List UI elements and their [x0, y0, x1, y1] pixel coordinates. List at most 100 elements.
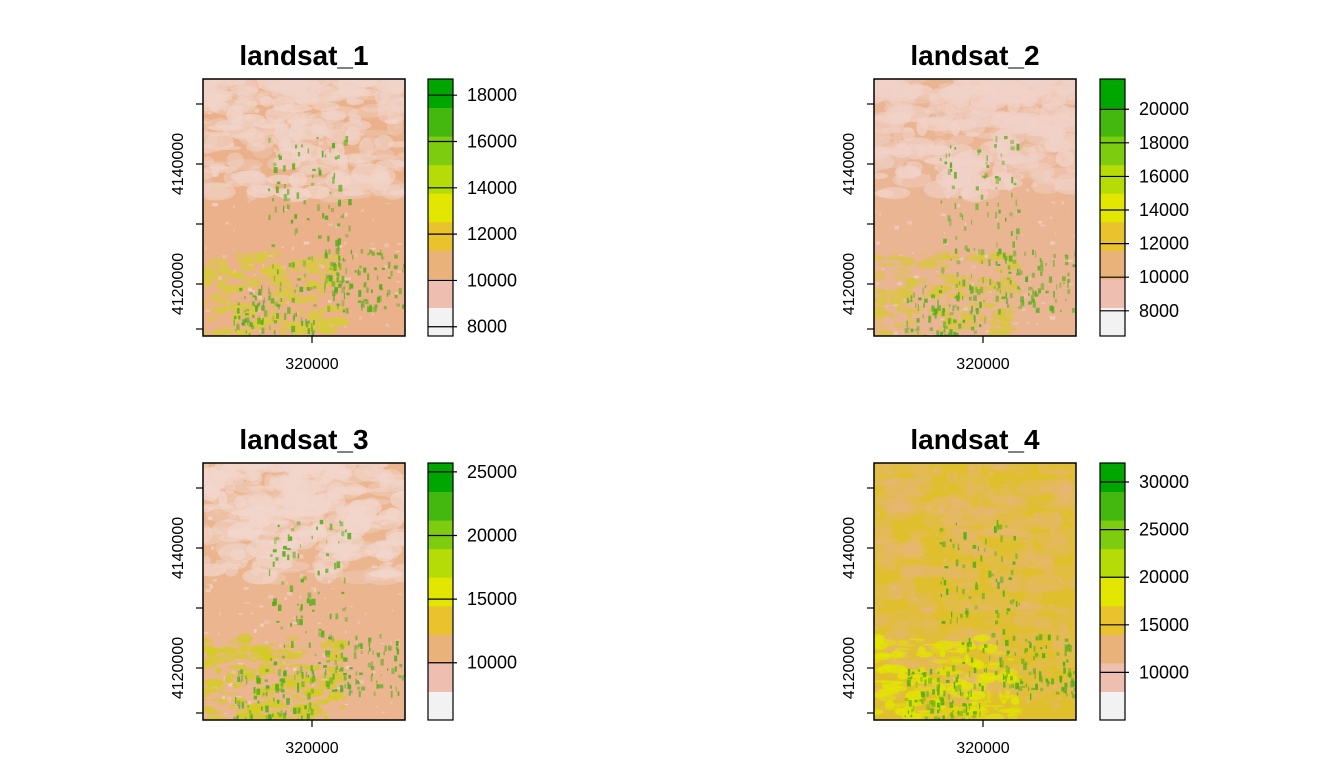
raster-texture	[1049, 148, 1052, 151]
raster-texture	[373, 670, 376, 674]
raster-texture	[962, 589, 965, 595]
raster-texture	[1022, 309, 1024, 311]
raster-texture	[267, 264, 286, 273]
raster-texture	[299, 666, 303, 673]
raster-texture	[1044, 565, 1076, 580]
raster-texture	[316, 526, 318, 530]
raster-texture	[1010, 602, 1043, 615]
raster-texture	[955, 541, 973, 557]
raster-texture	[1016, 235, 1018, 240]
raster-texture	[370, 247, 376, 250]
raster-texture	[282, 694, 285, 699]
raster-texture	[358, 463, 372, 473]
raster-texture	[1059, 686, 1062, 688]
raster-texture	[212, 203, 218, 207]
raster-texture	[1057, 119, 1076, 126]
raster-texture	[251, 325, 255, 330]
raster-texture	[353, 645, 357, 652]
raster-texture	[993, 707, 999, 710]
raster-texture	[876, 241, 880, 245]
raster-texture	[238, 315, 241, 320]
raster-texture	[358, 316, 363, 320]
raster-texture	[1041, 653, 1046, 659]
raster-texture	[921, 672, 925, 675]
raster-texture	[233, 716, 237, 720]
raster-texture	[277, 669, 281, 677]
raster-texture	[982, 277, 984, 284]
raster-texture	[363, 267, 367, 273]
raster-texture	[327, 156, 330, 159]
raster-texture	[1018, 306, 1022, 309]
raster-texture	[352, 88, 379, 97]
raster-texture	[1003, 496, 1030, 516]
raster-texture	[940, 593, 943, 597]
raster-texture	[924, 298, 928, 303]
raster-texture	[1014, 652, 1017, 656]
raster-texture	[1032, 299, 1036, 303]
raster-texture	[382, 183, 405, 199]
raster-texture	[346, 513, 363, 525]
raster-texture	[1005, 297, 1009, 305]
raster-texture	[885, 254, 905, 262]
raster-texture	[348, 114, 362, 123]
raster-texture	[903, 117, 905, 121]
raster-texture	[300, 603, 303, 611]
raster-texture	[965, 481, 976, 499]
legend-tick-label: 14000	[467, 178, 517, 198]
raster-texture	[1037, 665, 1043, 668]
raster-texture	[960, 117, 986, 137]
raster-texture	[282, 712, 286, 719]
raster-texture	[890, 82, 912, 89]
raster-texture	[882, 553, 908, 570]
raster-texture	[340, 652, 344, 659]
raster-texture	[945, 97, 978, 118]
raster-texture	[1024, 638, 1028, 642]
raster-texture	[246, 131, 255, 144]
raster-texture	[980, 286, 984, 294]
raster-texture	[337, 199, 342, 207]
legend-tick-label: 8000	[1139, 301, 1179, 321]
raster-texture	[977, 149, 982, 153]
raster-texture	[375, 706, 378, 708]
raster-texture	[946, 588, 949, 595]
raster-texture	[385, 564, 387, 567]
raster-texture	[945, 153, 948, 159]
raster-texture	[1002, 674, 1005, 681]
raster-texture	[1013, 611, 1040, 629]
raster-texture	[347, 682, 350, 690]
raster-texture	[965, 703, 968, 707]
raster-texture	[290, 525, 293, 528]
raster-texture	[1009, 280, 1012, 285]
raster-texture	[957, 543, 960, 550]
raster-texture	[370, 487, 398, 493]
raster-texture	[208, 292, 223, 300]
raster-texture	[947, 215, 951, 221]
raster-texture	[318, 628, 322, 632]
raster-texture	[1006, 277, 1011, 280]
raster-texture	[1053, 107, 1076, 121]
raster-texture	[1055, 611, 1073, 627]
raster-texture	[389, 685, 392, 689]
raster-texture	[337, 154, 341, 159]
raster-texture	[1008, 667, 1010, 674]
raster-texture	[207, 124, 246, 131]
raster-texture	[255, 295, 259, 298]
raster-texture	[361, 209, 364, 212]
raster-texture	[984, 173, 988, 178]
legend-color-step	[428, 577, 453, 607]
raster-texture	[1054, 178, 1076, 195]
raster-texture	[217, 632, 220, 637]
raster-texture	[218, 491, 228, 508]
raster-texture	[336, 303, 340, 306]
raster-texture	[273, 162, 277, 166]
raster-texture	[327, 683, 330, 690]
raster-texture	[926, 256, 946, 260]
raster-texture	[918, 645, 926, 655]
raster-texture	[344, 212, 348, 217]
raster-texture	[944, 334, 948, 336]
raster-texture	[271, 282, 287, 286]
raster-texture	[1045, 678, 1049, 683]
raster-texture	[1038, 479, 1074, 495]
raster-texture	[996, 139, 1005, 155]
